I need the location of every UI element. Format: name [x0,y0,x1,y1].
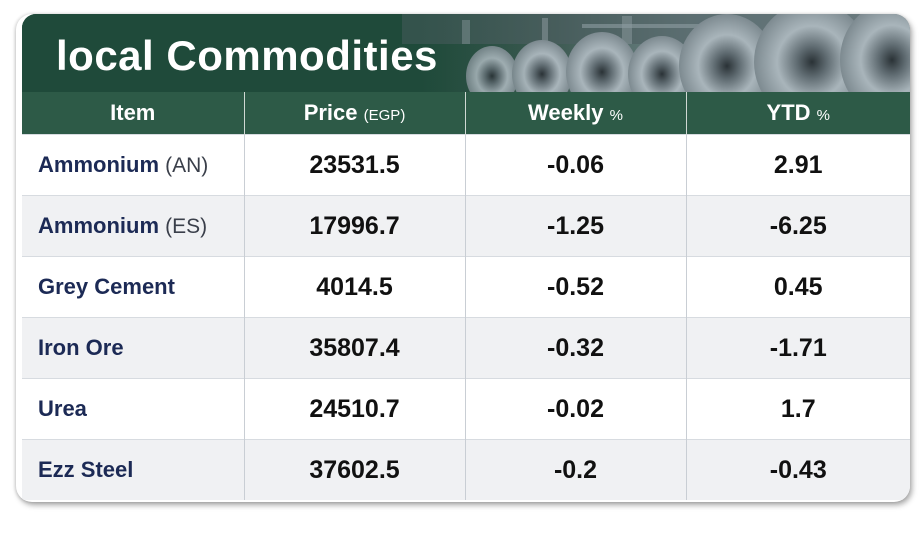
price-cell: 17996.7 [244,195,466,257]
price-cell: 23531.5 [244,134,466,196]
item-cell: Ezz Steel [22,439,245,500]
price-cell: 37602.5 [244,439,466,500]
ytd-cell: 1.7 [686,378,910,440]
weekly-cell: -0.52 [465,256,687,318]
weekly-cell: -0.06 [465,134,687,196]
table-row: Ezz Steel 37602.5 -0.2 -0.43 [22,439,910,500]
weekly-cell: -1.25 [465,195,687,257]
table-row: Urea 24510.7 -0.02 1.7 [22,378,910,440]
page-title: local Commodities [56,32,438,79]
column-header-ytd: YTD % [686,92,910,135]
item-cell: Grey Cement [22,256,245,318]
table-row: Iron Ore 35807.4 -0.32 -1.71 [22,317,910,379]
item-cell: Ammonium (ES) [22,195,245,257]
table-header-row: Item Price (EGP) Weekly % YTD % [22,92,910,135]
item-cell: Urea [22,378,245,440]
table-row: Ammonium (ES) 17996.7 -1.25 -6.25 [22,195,910,257]
commodities-card: local Commodities Item Price (EGP) Weekl… [16,14,910,502]
table-row: Ammonium (AN) 23531.5 -0.06 2.91 [22,134,910,196]
ytd-cell: -1.71 [686,317,910,379]
ytd-cell: -6.25 [686,195,910,257]
price-cell: 24510.7 [244,378,466,440]
column-header-weekly: Weekly % [465,92,687,135]
column-header-price: Price (EGP) [244,92,466,135]
item-cell: Ammonium (AN) [22,134,245,196]
weekly-cell: -0.02 [465,378,687,440]
title-banner: local Commodities [22,14,910,92]
table-row: Grey Cement 4014.5 -0.52 0.45 [22,256,910,318]
price-cell: 35807.4 [244,317,466,379]
commodities-table: Item Price (EGP) Weekly % YTD % Ammonium… [22,92,910,500]
ytd-cell: -0.43 [686,439,910,500]
weekly-cell: -0.32 [465,317,687,379]
steel-coils-photo [22,14,910,92]
weekly-cell: -0.2 [465,439,687,500]
ytd-cell: 0.45 [686,256,910,318]
price-cell: 4014.5 [244,256,466,318]
ytd-cell: 2.91 [686,134,910,196]
column-header-item: Item [22,92,245,135]
item-cell: Iron Ore [22,317,245,379]
